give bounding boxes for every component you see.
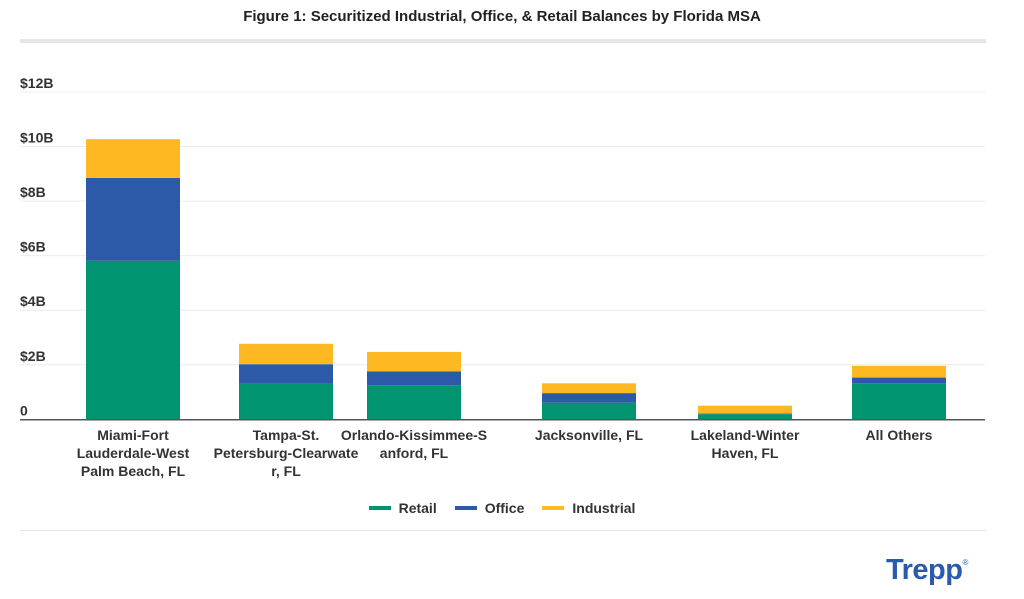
x-tick-label: Jacksonville, FL — [509, 426, 669, 444]
legend-label: Office — [484, 500, 525, 516]
y-tick-label: $8B — [20, 184, 46, 200]
bar-industrial — [367, 351, 461, 372]
x-tick-label: Tampa-St. Petersburg-Clearwate r, FL — [206, 426, 366, 480]
x-tick-label: Miami-Fort Lauderdale-West Palm Beach, FL — [53, 426, 213, 480]
x-tick-label-line: Orlando-Kissimmee-S — [340, 427, 488, 443]
bar-retail — [542, 402, 636, 420]
x-tick-label-line: Lakeland-Winter — [690, 427, 800, 443]
bar-retail — [367, 385, 461, 420]
y-tick-label: $10B — [20, 130, 53, 146]
x-tick-label-line: Miami-Fort — [97, 427, 169, 443]
chart-title: Figure 1: Securitized Industrial, Office… — [243, 8, 761, 25]
x-tick-label-line: Lauderdale-West — [76, 445, 190, 461]
bar-industrial — [852, 365, 946, 378]
bar-industrial — [542, 383, 636, 394]
y-tick-label: $4B — [20, 293, 46, 309]
bar-industrial — [698, 405, 792, 414]
bar-office — [852, 377, 946, 384]
x-tick-label-line: Haven, FL — [711, 445, 779, 461]
bar-industrial — [86, 139, 180, 178]
legend-label: Retail — [398, 500, 437, 516]
bar-office — [698, 413, 792, 415]
legend: Retail Office Industrial — [0, 500, 1004, 516]
legend-item-retail: Retail — [368, 500, 437, 516]
trepp-logo: Trepp® — [886, 554, 968, 586]
y-tick-label: 0 — [20, 402, 28, 418]
legend-swatch — [542, 506, 565, 510]
bar-office — [86, 177, 180, 261]
bar-office — [542, 393, 636, 403]
bar-retail — [86, 260, 180, 420]
legend-label: Industrial — [572, 500, 636, 516]
bottom-divider — [20, 530, 986, 531]
x-tick-label-line: Petersburg-Clearwate — [213, 445, 359, 461]
bar-retail — [698, 414, 792, 420]
bar-office — [367, 371, 461, 386]
title-divider — [20, 39, 986, 43]
x-tick-label: Orlando-Kissimmee-S anford, FL — [334, 426, 494, 462]
bar-retail — [852, 383, 946, 420]
legend-item-office: Office — [454, 500, 525, 516]
x-tick-label-line: anford, FL — [379, 445, 449, 461]
y-tick-label: $2B — [20, 348, 46, 364]
bar-industrial — [239, 343, 333, 365]
x-tick-label-line: All Others — [865, 427, 933, 443]
x-tick-label-line: Tampa-St. — [252, 427, 320, 443]
bar-office — [239, 364, 333, 384]
legend-swatch — [368, 506, 391, 510]
bar-retail — [239, 383, 333, 420]
y-tick-label: $6B — [20, 239, 46, 255]
x-tick-label: All Others — [819, 426, 979, 444]
x-tick-label-line: Jacksonville, FL — [534, 427, 644, 443]
y-tick-label: $12B — [20, 75, 53, 91]
legend-item-industrial: Industrial — [542, 500, 635, 516]
x-tick-label-line: Palm Beach, FL — [80, 463, 186, 479]
x-tick-label: Lakeland-Winter Haven, FL — [665, 426, 825, 462]
legend-swatch — [454, 506, 477, 510]
x-tick-label-line: r, FL — [271, 463, 301, 479]
